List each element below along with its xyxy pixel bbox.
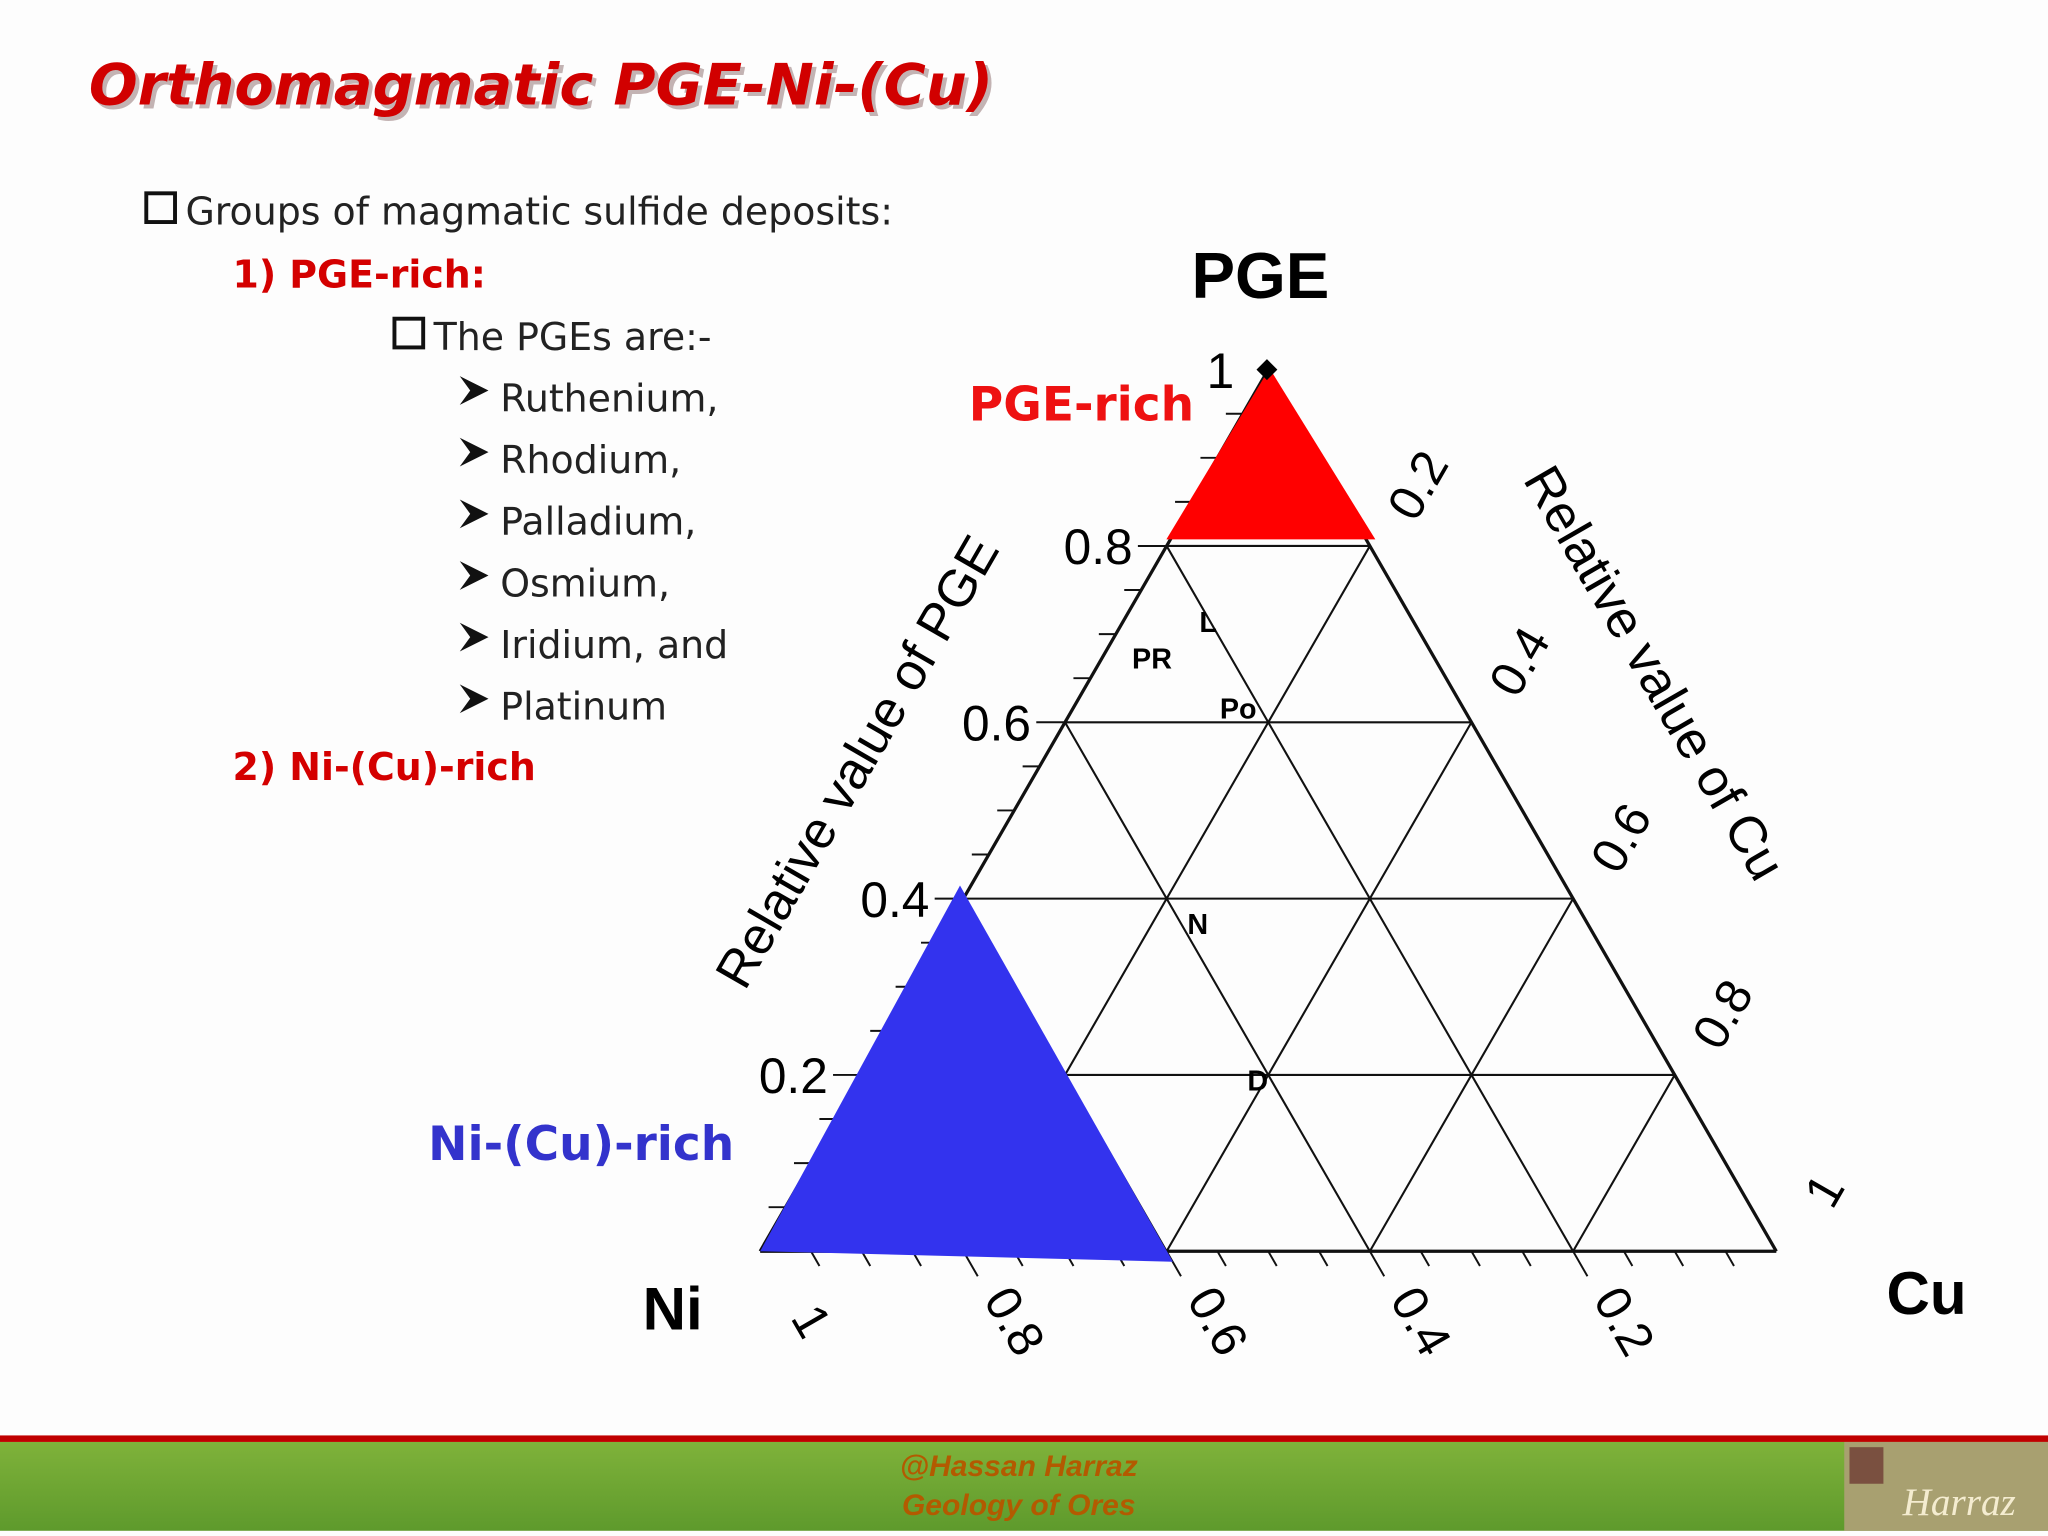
logo-photo [1849, 1447, 1884, 1484]
tick [1394, 589, 1405, 606]
tick [1470, 1250, 1481, 1267]
tick [1369, 1250, 1386, 1277]
apex-marker [1256, 359, 1278, 381]
list-item: Palladium, [500, 500, 696, 544]
bullet-heading: Groups of magmatic sulfide deposits: [185, 190, 892, 234]
logo-text: Harraz [1902, 1481, 2016, 1524]
tick [1496, 765, 1507, 782]
list-item: Iridium, and [500, 623, 728, 667]
point-label: Po [1220, 693, 1257, 725]
ni-cu-rich-field [760, 885, 1173, 1262]
arrow-bullet [459, 499, 489, 529]
tick [1623, 986, 1634, 1003]
tick [1572, 1250, 1589, 1277]
tick [1216, 1250, 1227, 1267]
tick [1546, 854, 1558, 870]
tick [1572, 898, 1589, 925]
arrow-bullet [459, 376, 489, 405]
tick [1597, 942, 1608, 958]
apex-label: Cu [1886, 1260, 1966, 1327]
region-label: Ni-(Cu)-rich [428, 1117, 734, 1172]
tick [810, 1250, 821, 1267]
tick-label: 0.4 [860, 872, 929, 928]
item-list: Ruthenium, Rhodium, Palladium, Osmium, Iridi… [459, 376, 728, 729]
list-item: Platinum [500, 685, 667, 729]
point-label: N [1187, 909, 1208, 941]
region-label: PGE-rich [969, 378, 1194, 433]
list-item: Rhodium, [500, 438, 681, 482]
slide-title: Orthomagmatic PGE-Ni-(Cu) [89, 51, 993, 118]
tick [1673, 1250, 1685, 1267]
tick [1419, 633, 1431, 650]
footer-rule [0, 1435, 2048, 1442]
grid-line [1064, 721, 1371, 1252]
tick [1699, 1118, 1710, 1135]
tick [1724, 1162, 1735, 1179]
pge-rich-field [1166, 368, 1376, 540]
tick [1521, 1250, 1532, 1267]
grid-line [1165, 721, 1473, 1252]
tick [1369, 545, 1386, 572]
tick [1623, 1250, 1634, 1267]
tick [1318, 1250, 1329, 1267]
tick-label: 0.6 [962, 696, 1031, 752]
point-label: PR [1132, 644, 1172, 676]
list-item: Ruthenium, [500, 376, 718, 420]
tick-label: 1 [1207, 343, 1235, 399]
group-label: 1) PGE-rich: [232, 252, 485, 296]
footer-author: @Hassan Harraz [900, 1450, 1138, 1483]
arrow-bullet [459, 622, 489, 652]
arrow-bullet [459, 437, 489, 467]
group-label: 2) Ni-(Cu)-rich [232, 745, 535, 789]
grid-line [1572, 1074, 1676, 1252]
tick [1521, 809, 1532, 826]
grid-line [1368, 898, 1574, 1252]
tick [1673, 1074, 1690, 1101]
tick-label: 0.8 [1064, 519, 1133, 575]
point-label: L [1199, 607, 1217, 639]
footer-band [0, 1441, 2048, 1531]
arrow-bullet [459, 684, 489, 714]
bullet-box [392, 316, 426, 350]
tick [1648, 1030, 1659, 1047]
apex-label: PGE [1191, 239, 1329, 312]
footer-course: Geology of Ores [902, 1489, 1136, 1522]
tick [1724, 1250, 1735, 1267]
tick [1445, 677, 1456, 694]
point-label: D [1247, 1066, 1268, 1098]
tick [1419, 1250, 1431, 1267]
tick-label: 0.2 [759, 1048, 828, 1104]
tick [1470, 721, 1487, 748]
apex-label: Ni [643, 1276, 703, 1343]
bullet-box [144, 191, 177, 224]
tick [1750, 1206, 1761, 1223]
tick [1267, 1250, 1278, 1267]
title-shadow: Orthomagmatic PGE-Ni-(Cu) [93, 55, 997, 122]
list-item: Osmium, [500, 561, 670, 605]
sub-heading: The PGEs are:- [433, 315, 712, 359]
bullet-list: Groups of magmatic sulfide deposits: 1) … [144, 190, 893, 789]
arrow-bullet [459, 561, 489, 590]
